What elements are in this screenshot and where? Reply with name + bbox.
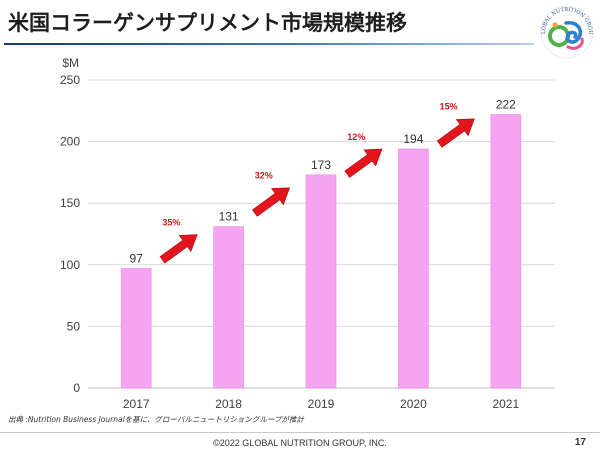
logo-orange-dot [552, 22, 558, 28]
bar-2019 [305, 174, 337, 389]
x-tick-label: 2018 [215, 397, 242, 411]
logo-blue-swirl [564, 21, 583, 44]
y-tick-label: 150 [60, 196, 80, 210]
growth-arrow-icon [252, 187, 291, 217]
y-tick-label: 250 [60, 73, 80, 87]
copyright-text: ©2022 GLOBAL NUTRITION GROUP, INC. [213, 438, 387, 448]
growth-rate-label: 32% [255, 171, 273, 181]
growth-rate-label: 12% [347, 132, 365, 142]
bar-value-label: 131 [219, 210, 239, 224]
title-underline [4, 43, 534, 45]
bar-value-label: 97 [130, 251, 144, 265]
y-tick-label: 50 [67, 319, 81, 333]
bar-2017 [120, 268, 152, 389]
y-tick-label: 200 [60, 135, 80, 149]
bar-2020 [398, 148, 429, 389]
y-axis-ticks: 0 50 100 150 200 250 [60, 73, 80, 395]
growth-rate-label: 35% [162, 218, 180, 228]
x-tick-label: 2017 [123, 397, 150, 411]
bars [120, 114, 522, 389]
growth-arrow-icon [344, 148, 383, 178]
growth-arrow-icon [159, 234, 198, 264]
bar-2021 [490, 114, 522, 389]
growth-arrow-icon [436, 118, 475, 148]
page-number: 17 [574, 437, 586, 448]
y-tick-label: 100 [60, 258, 80, 272]
y-axis-unit-label: $M [62, 56, 79, 70]
footer-divider [0, 432, 600, 433]
x-tick-label: 2020 [400, 397, 427, 411]
source-note: 出典 :Nutrition Business Journalを基に、グローバルニ… [8, 415, 304, 424]
growth-arrows: 35% 32% 12% 15% [159, 102, 475, 264]
x-tick-label: 2021 [492, 397, 519, 411]
global-nutrition-group-logo: GLOBAL NUTRITION GROUP [538, 3, 594, 59]
y-tick-label: 0 [73, 381, 80, 395]
slide-title: 米国コラーゲンサプリメント市場規模推移 [8, 11, 407, 35]
bar-value-label: 194 [403, 132, 423, 146]
x-axis-labels: 2017 2018 2019 2020 2021 [123, 397, 520, 411]
bar-value-label: 173 [311, 158, 331, 172]
x-tick-label: 2019 [308, 397, 335, 411]
bar-value-label: 222 [496, 97, 516, 111]
logo-pink-swirl [566, 37, 584, 50]
growth-rate-label: 15% [440, 102, 458, 112]
bar-value-labels: 97 131 173 194 222 [130, 97, 517, 265]
bar-2018 [213, 226, 244, 389]
